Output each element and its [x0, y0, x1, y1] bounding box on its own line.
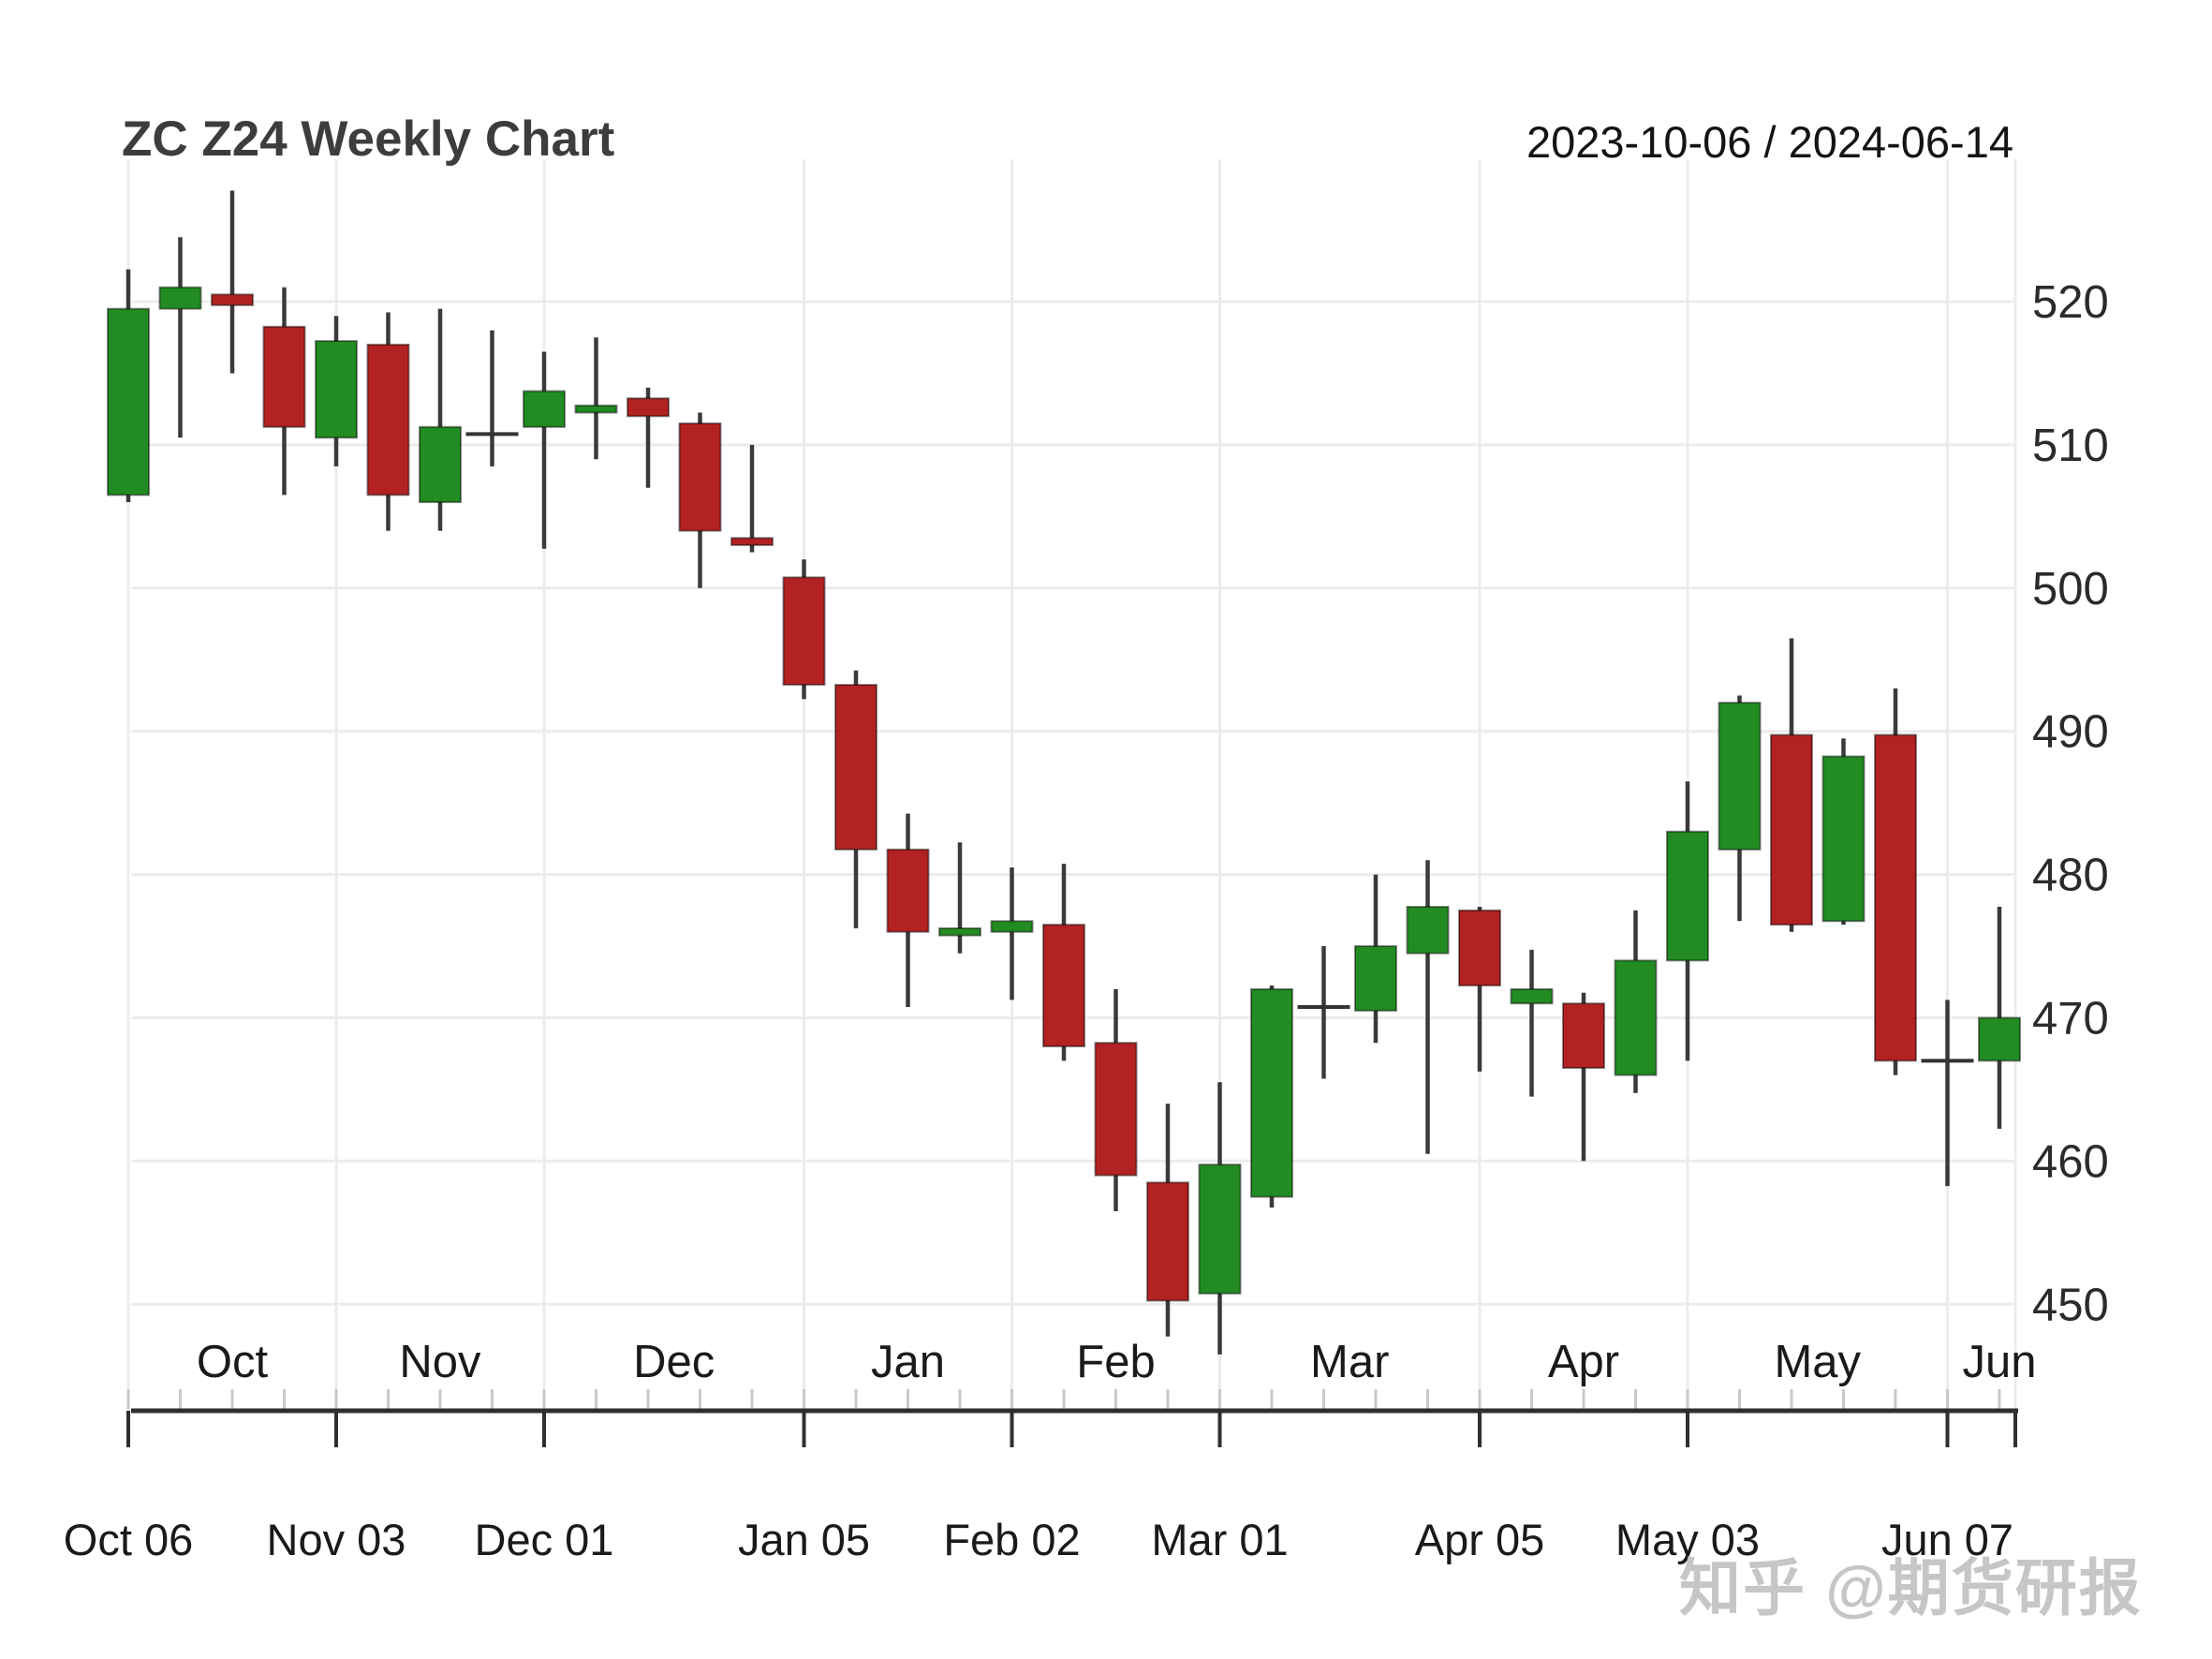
- candle-body: [1146, 1181, 1189, 1302]
- x-axis-label: Feb 02: [943, 1515, 1080, 1564]
- chart-title: ZC Z24 Weekly Chart: [122, 111, 615, 167]
- month-label: Nov: [399, 1337, 481, 1387]
- candle-body: [315, 340, 358, 439]
- candle-body: [627, 397, 670, 418]
- month-label: Oct: [197, 1337, 269, 1387]
- candle-body: [1874, 733, 1917, 1062]
- y-axis-label: 490: [2032, 707, 2109, 758]
- y-axis-label: 510: [2032, 421, 2109, 471]
- y-axis-label: 480: [2032, 851, 2109, 901]
- candle-body: [1406, 906, 1450, 955]
- y-axis-label: 470: [2032, 994, 2109, 1044]
- x-axis-label: Nov 03: [267, 1515, 406, 1564]
- month-label: May: [1774, 1337, 1861, 1387]
- candle-body: [1562, 1002, 1605, 1070]
- candle-body: [1666, 830, 1709, 962]
- candle-body: [523, 390, 566, 428]
- candle-body: [1770, 733, 1813, 926]
- watermark: 知乎 @期货研报: [1679, 1553, 2143, 1622]
- candle-body: [678, 422, 722, 532]
- candle-body: [158, 286, 202, 310]
- x-axis-label: Mar 01: [1151, 1515, 1288, 1564]
- month-label: Jun: [1962, 1337, 2036, 1387]
- candle-body: [886, 848, 930, 933]
- candle-body: [990, 920, 1034, 933]
- chart-date-range: 2023-10-06 / 2024-06-14: [1526, 117, 2013, 167]
- candle-body: [834, 684, 877, 851]
- month-label: Feb: [1076, 1337, 1155, 1387]
- candle-body: [1042, 924, 1085, 1048]
- month-label: Jan: [871, 1337, 945, 1387]
- month-label: Dec: [633, 1337, 715, 1387]
- candle-body: [1354, 945, 1397, 1012]
- y-axis-label: 520: [2032, 277, 2109, 328]
- candle-body: [262, 325, 306, 428]
- candle-body: [1614, 959, 1658, 1076]
- candle-body: [1458, 909, 1501, 987]
- y-axis-label: 500: [2032, 564, 2109, 615]
- candle-body: [1250, 987, 1293, 1198]
- candle-body: [366, 343, 410, 496]
- candle-body: [1094, 1042, 1138, 1177]
- x-axis-label: Jan 05: [738, 1515, 870, 1564]
- candle-body: [1718, 702, 1762, 851]
- x-axis-label: May 03: [1615, 1515, 1760, 1564]
- candle-body: [1978, 1016, 2021, 1062]
- candle-body: [1510, 987, 1554, 1005]
- candle-body: [1821, 755, 1865, 923]
- candle-body: [782, 576, 826, 687]
- x-axis-label: Oct 06: [64, 1515, 193, 1564]
- candle-body: [211, 293, 254, 306]
- candle-body: [938, 926, 981, 937]
- y-axis-label: 450: [2032, 1280, 2109, 1330]
- candle-body: [574, 404, 618, 414]
- month-label: Apr: [1548, 1337, 1619, 1387]
- candle-body: [107, 307, 150, 496]
- x-axis-label: Jun 07: [1881, 1515, 2013, 1564]
- candle-body: [1198, 1163, 1242, 1295]
- candle-body: [419, 425, 462, 504]
- candle-body: [730, 537, 774, 546]
- x-axis-label: Dec 01: [475, 1515, 614, 1564]
- y-axis-label: 460: [2032, 1136, 2109, 1187]
- x-axis-label: Apr 05: [1415, 1515, 1544, 1564]
- month-label: Mar: [1310, 1337, 1389, 1387]
